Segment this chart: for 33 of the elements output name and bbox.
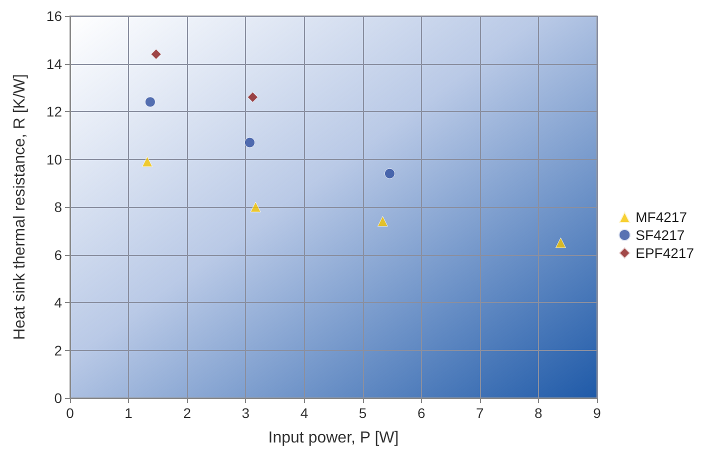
x-tick-label: 9 bbox=[593, 405, 602, 421]
y-axis-title: Heat sink thermal resistance, R [K/W] bbox=[12, 74, 28, 340]
x-tick-label: 8 bbox=[534, 405, 543, 421]
x-tick-label: 4 bbox=[300, 405, 308, 421]
point bbox=[377, 216, 388, 227]
point bbox=[555, 238, 566, 248]
legend-label: MF4217 bbox=[636, 209, 688, 225]
x-axis-title: Input power, P [W] bbox=[268, 430, 399, 446]
y-tick-label: 12 bbox=[46, 104, 62, 120]
legend-label: EPF4217 bbox=[636, 245, 694, 261]
y-tick-label: 4 bbox=[54, 294, 62, 310]
point bbox=[250, 202, 261, 212]
point bbox=[144, 96, 156, 108]
point bbox=[244, 137, 256, 148]
y-tick-label: 0 bbox=[54, 390, 62, 406]
y-tick-label: 14 bbox=[46, 56, 62, 72]
y-tick-label: 10 bbox=[46, 151, 62, 168]
x-tick-label: 2 bbox=[183, 405, 192, 421]
legend-label: SF4217 bbox=[636, 227, 685, 243]
point bbox=[247, 92, 258, 102]
x-tick-label: 1 bbox=[124, 405, 133, 421]
y-tick-label: 2 bbox=[54, 342, 62, 358]
y-tick-label: 16 bbox=[46, 8, 62, 24]
x-tick-label: 0 bbox=[66, 405, 74, 421]
point bbox=[142, 156, 153, 167]
x-tick-label: 6 bbox=[417, 405, 426, 421]
y-tick-label: 8 bbox=[54, 199, 62, 215]
x-tick-label: 7 bbox=[476, 405, 484, 421]
point bbox=[384, 168, 395, 179]
y-tick-label: 6 bbox=[54, 246, 62, 263]
x-tick-label: 3 bbox=[242, 405, 250, 421]
point bbox=[150, 48, 162, 60]
x-tick-label: 5 bbox=[358, 405, 367, 421]
